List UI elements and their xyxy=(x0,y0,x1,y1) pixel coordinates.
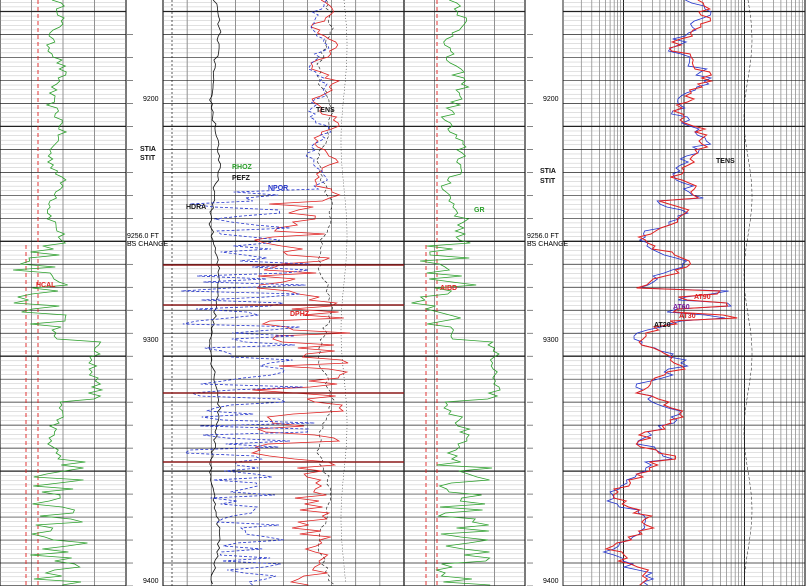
at90-curve xyxy=(602,0,732,586)
curve-label-at90: AT90 xyxy=(694,294,711,301)
npor-curve xyxy=(181,0,332,586)
curve-label-aibd: AIBD xyxy=(440,285,457,292)
gamma-ray-curve xyxy=(411,0,501,586)
curve-label-tens: TENS xyxy=(716,158,735,165)
curve-label-gr: GR xyxy=(474,207,485,214)
curve-label-dphz: DPHZ xyxy=(290,311,310,318)
dphz-curve xyxy=(250,0,351,586)
at60-curve xyxy=(604,0,738,586)
depth-column-left: 9200 9256.0 FT BS CHANGE 9300 9400 xyxy=(127,34,169,586)
track-4-resistivity-grid xyxy=(562,0,806,586)
curve-label-at30: AT30 xyxy=(679,313,696,320)
curve-label-stit: STIT xyxy=(540,178,556,185)
depth-label-9256: 9256.0 FT xyxy=(527,233,560,240)
curve-label-tens: TENS xyxy=(316,107,335,114)
depth-label-9300: 9300 xyxy=(543,337,559,344)
depth-label-bs-change: BS CHANGE xyxy=(127,241,169,248)
curve-label-stia: STIA xyxy=(140,146,156,153)
depth-label-9300: 9300 xyxy=(143,337,159,344)
tens-curve-track2 xyxy=(315,0,335,585)
depth-label-9400: 9400 xyxy=(143,578,159,585)
track-3-gamma-grid xyxy=(403,0,526,586)
track-2-porosity-grid xyxy=(162,0,405,586)
curve-label-hdra: HDRA xyxy=(186,204,206,211)
depth-column-right: 9200 9256.0 FT BS CHANGE 9300 9400 xyxy=(527,34,569,586)
depth-label-9400: 9400 xyxy=(543,578,559,585)
curve-label-at60: AT60 xyxy=(673,304,690,311)
curve-label-npor: NPOR xyxy=(268,185,288,192)
curve-label-stia: STIA xyxy=(540,168,556,175)
curve-label-pefz: PEFZ xyxy=(232,175,251,182)
depth-label-9200: 9200 xyxy=(543,96,559,103)
track-1-caliper-grid xyxy=(0,0,127,586)
curve-label-hcal: HCAL xyxy=(36,282,56,289)
curve-label-rhoz: RHOZ xyxy=(232,164,253,171)
caliper-curve xyxy=(13,0,104,586)
rhoz-reference-curve xyxy=(340,0,348,583)
log-curves xyxy=(13,0,753,586)
curve-label-stit: STIT xyxy=(140,155,156,162)
depth-label-9256: 9256.0 FT xyxy=(127,233,160,240)
depth-label-bs-change: BS CHANGE xyxy=(527,241,569,248)
curve-labels: HCAL STIA STIT TENS PEFZ HDRA NPOR RHOZ DPHZ AIBD… xyxy=(36,107,735,329)
tens-curve-track4 xyxy=(743,0,753,586)
curve-label-at20: AT20 xyxy=(654,322,671,329)
depth-label-9200: 9200 xyxy=(143,96,159,103)
